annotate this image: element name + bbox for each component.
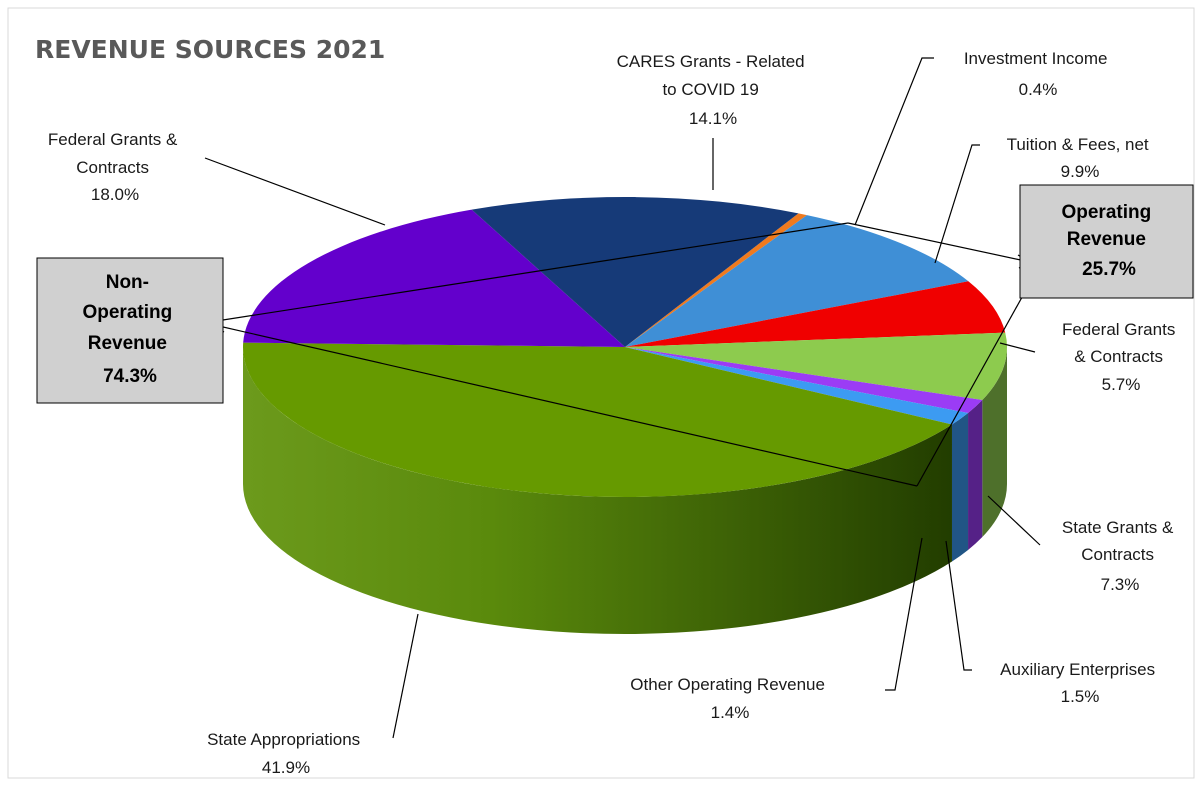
pie-side-auxiliary-enterprises xyxy=(968,400,983,550)
non-operating-revenue-box xyxy=(36,257,224,404)
leader-line-state-app xyxy=(392,613,419,739)
operating-revenue-box xyxy=(1019,184,1194,299)
pie-side-state-appropriations xyxy=(243,347,952,634)
pie-slice-other-operating xyxy=(625,347,969,425)
label-other-operating: Other Operating Revenue 1.4% xyxy=(630,675,829,722)
pie-slice-tuition-fees xyxy=(625,215,969,347)
leader-line-aux xyxy=(945,540,972,671)
leader-lines xyxy=(204,57,1047,739)
leader-line-tuition xyxy=(934,144,980,264)
pie-slice-federal-grants-nonoperating xyxy=(243,209,625,347)
pie-slice-cares-grants xyxy=(471,196,799,347)
label-cares-grants: CARES Grants - Related to COVID 19 14.1% xyxy=(617,52,810,128)
operating-box-label: Operating Revenue 25.7% xyxy=(1061,202,1156,280)
pie-slice-auxiliary-enterprises xyxy=(625,347,983,413)
pie-side-state-grants xyxy=(982,347,1007,538)
pie-slice-state-grants xyxy=(625,332,1007,401)
leader-line-other xyxy=(885,537,923,691)
label-investment-income: Investment Income 0.4% xyxy=(964,49,1112,99)
arrow-nonop-bottom xyxy=(209,323,918,487)
leader-line-state-grants xyxy=(987,495,1041,546)
pie-slice-federal-grants-operating xyxy=(625,281,1006,347)
label-federal-grants-operating: Federal Grants & Contracts 5.7% xyxy=(1062,320,1180,394)
pie-sides xyxy=(243,347,1007,634)
leader-line-fednon xyxy=(204,157,386,226)
leader-line-investment xyxy=(854,57,934,226)
label-auxiliary-enterprises: Auxiliary Enterprises 1.5% xyxy=(1000,660,1160,706)
pie-slices xyxy=(242,196,1007,498)
pie-slice-investment-income xyxy=(625,213,807,347)
arrow-operating-top xyxy=(847,222,1031,263)
label-federal-grants-nonoperating: Federal Grants & Contracts 18.0% xyxy=(48,130,182,204)
pie-slice-state-appropriations xyxy=(242,342,952,498)
label-state-appropriations: State Appropriations 41.9% xyxy=(207,730,365,777)
label-tuition-fees: Tuition & Fees, net 9.9% xyxy=(1007,135,1154,181)
chart-title: REVENUE SOURCES 2021 xyxy=(35,35,385,64)
label-state-grants: State Grants & Contracts 7.3% xyxy=(1062,518,1178,594)
leader-line-fedop xyxy=(999,342,1036,353)
non-operating-box-label: Non- Operating Revenue 74.3% xyxy=(82,272,177,387)
chart-frame xyxy=(7,7,1195,779)
arrow-nonop-top xyxy=(209,222,849,323)
pie-side-other-operating xyxy=(951,412,969,562)
